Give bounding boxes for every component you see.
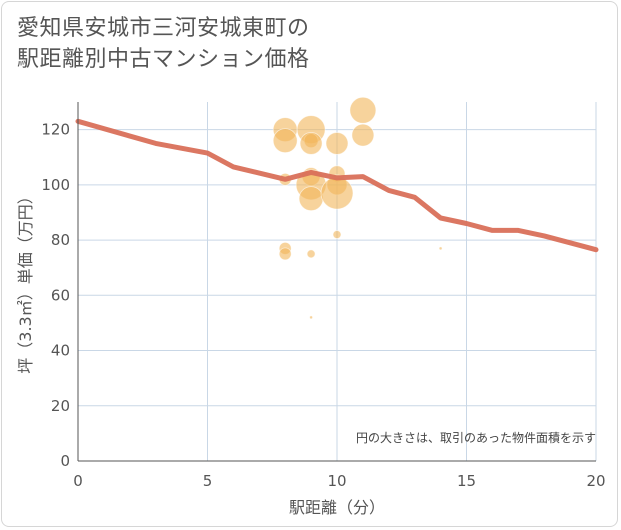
axes: 0 20 40 60 80 100 120 0 5 10 15 20 <box>41 102 606 490</box>
y-tick-label: 60 <box>51 286 70 304</box>
grid <box>78 102 597 461</box>
data-bubble <box>299 132 323 155</box>
chart-title: 愛知県安城市三河安城東町の 駅距離別中古マンション価格 <box>17 13 310 75</box>
data-bubble <box>272 128 298 154</box>
data-bubble <box>325 132 349 155</box>
data-bubble <box>309 315 314 320</box>
bubble-series <box>272 96 443 320</box>
title-line-2: 駅距離別中古マンション価格 <box>17 47 310 72</box>
x-tick-label: 0 <box>73 472 83 490</box>
data-bubble <box>306 249 316 259</box>
x-tick-label: 20 <box>586 472 605 490</box>
title-line-1: 愛知県安城市三河安城東町の <box>17 16 310 41</box>
data-bubble <box>278 247 292 261</box>
y-tick-label: 80 <box>51 231 70 249</box>
trend-series <box>75 118 599 253</box>
data-bubble <box>351 123 375 147</box>
trend-line <box>75 118 599 253</box>
data-bubble <box>438 246 443 251</box>
y-axis-label: 坪（3.3㎡）単価（万円） <box>16 188 35 373</box>
data-bubble <box>349 96 377 124</box>
y-tick-label: 0 <box>60 452 70 470</box>
data-bubble <box>298 186 324 212</box>
x-tick-label: 10 <box>327 472 346 490</box>
data-bubble <box>332 230 342 239</box>
y-tick-label: 20 <box>51 397 70 415</box>
y-tick-label: 120 <box>41 121 70 139</box>
x-tick-label: 15 <box>457 472 476 490</box>
y-tick-label: 100 <box>41 176 70 194</box>
x-axis-label: 駅距離（分） <box>289 498 385 517</box>
data-bubble <box>320 176 354 210</box>
x-tick-label: 5 <box>203 472 213 490</box>
y-tick-label: 40 <box>51 342 70 360</box>
size-note: 円の大きさは、取引のあった物件面積を示す <box>356 430 596 445</box>
